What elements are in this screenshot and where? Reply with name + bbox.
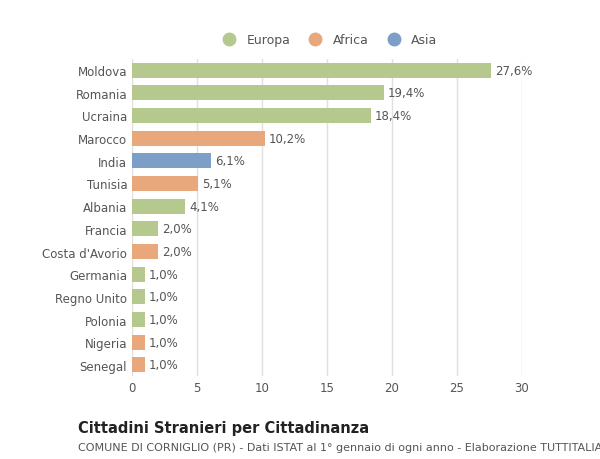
Bar (132, 222, 158, 237)
Bar (132, 290, 145, 305)
Text: 1,0%: 1,0% (149, 358, 179, 371)
Text: 5,1%: 5,1% (202, 178, 232, 190)
Text: 18,4%: 18,4% (375, 110, 412, 123)
Text: 1,0%: 1,0% (149, 291, 179, 304)
Text: 4,1%: 4,1% (189, 200, 219, 213)
Text: 10,2%: 10,2% (269, 132, 306, 146)
Text: 1,0%: 1,0% (149, 268, 179, 281)
Bar (132, 131, 265, 146)
Text: 2,0%: 2,0% (162, 223, 191, 236)
Bar (132, 154, 211, 169)
Bar (132, 358, 145, 372)
Bar (132, 177, 198, 191)
Text: 2,0%: 2,0% (162, 246, 191, 258)
Legend: Europa, Africa, Asia: Europa, Africa, Asia (217, 34, 437, 47)
Text: Cittadini Stranieri per Cittadinanza: Cittadini Stranieri per Cittadinanza (78, 420, 369, 435)
Bar (132, 64, 491, 78)
Bar (132, 313, 145, 327)
Text: 1,0%: 1,0% (149, 336, 179, 349)
Bar (132, 109, 371, 123)
Text: 19,4%: 19,4% (388, 87, 425, 100)
Bar (132, 245, 158, 259)
Bar (132, 199, 185, 214)
Text: COMUNE DI CORNIGLIO (PR) - Dati ISTAT al 1° gennaio di ogni anno - Elaborazione : COMUNE DI CORNIGLIO (PR) - Dati ISTAT al… (78, 442, 600, 452)
Bar (132, 335, 145, 350)
Bar (132, 86, 384, 101)
Text: 27,6%: 27,6% (495, 65, 532, 78)
Bar (132, 267, 145, 282)
Text: 1,0%: 1,0% (149, 313, 179, 326)
Text: 6,1%: 6,1% (215, 155, 245, 168)
